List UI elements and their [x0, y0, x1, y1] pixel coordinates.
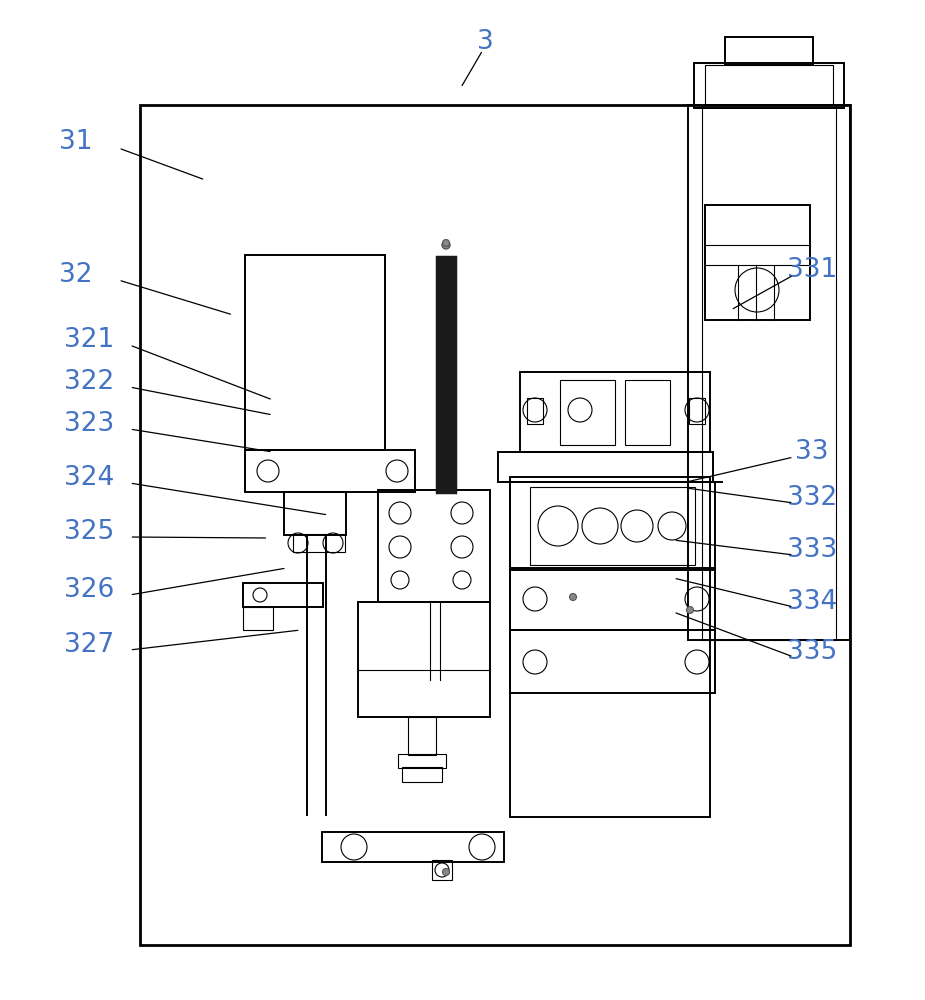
Bar: [530, 487, 695, 565]
Text: 332: 332: [787, 485, 837, 511]
Text: 31: 31: [59, 129, 92, 155]
Text: 3: 3: [477, 29, 494, 55]
Bar: [408, 717, 436, 755]
Bar: [322, 832, 504, 862]
Bar: [694, 63, 844, 108]
Text: 321: 321: [64, 327, 114, 353]
Bar: [625, 380, 670, 445]
Bar: [358, 602, 490, 717]
Text: 322: 322: [64, 369, 114, 395]
Bar: [510, 630, 715, 693]
Bar: [705, 205, 810, 320]
Text: 33: 33: [796, 439, 829, 465]
Text: 32: 32: [59, 262, 92, 288]
Text: 331: 331: [787, 257, 837, 283]
Bar: [688, 105, 850, 640]
Text: 335: 335: [787, 639, 837, 665]
Bar: [243, 583, 323, 607]
Bar: [245, 255, 385, 450]
Bar: [520, 372, 710, 452]
Bar: [560, 380, 615, 445]
Bar: [293, 534, 345, 552]
Text: 324: 324: [64, 465, 114, 491]
Bar: [510, 477, 710, 817]
Text: 333: 333: [787, 537, 837, 563]
Text: 325: 325: [64, 519, 114, 545]
Circle shape: [442, 868, 450, 876]
Bar: [398, 754, 446, 768]
Bar: [140, 105, 850, 945]
Circle shape: [442, 239, 450, 246]
Bar: [510, 482, 715, 570]
Text: 334: 334: [787, 589, 837, 615]
Bar: [284, 492, 346, 535]
Bar: [498, 452, 713, 482]
Circle shape: [442, 241, 450, 249]
Bar: [689, 398, 705, 424]
Bar: [705, 65, 833, 105]
Circle shape: [570, 593, 576, 600]
Bar: [437, 257, 455, 492]
Bar: [432, 860, 452, 880]
Bar: [402, 767, 442, 782]
Bar: [510, 568, 715, 630]
Text: 326: 326: [64, 577, 114, 603]
Bar: [527, 398, 543, 424]
Bar: [245, 450, 415, 492]
Bar: [378, 490, 490, 602]
Bar: [725, 37, 813, 65]
Circle shape: [686, 606, 694, 613]
Text: 327: 327: [64, 632, 114, 658]
Text: 323: 323: [64, 411, 114, 437]
Bar: [243, 607, 273, 630]
Bar: [702, 105, 836, 640]
